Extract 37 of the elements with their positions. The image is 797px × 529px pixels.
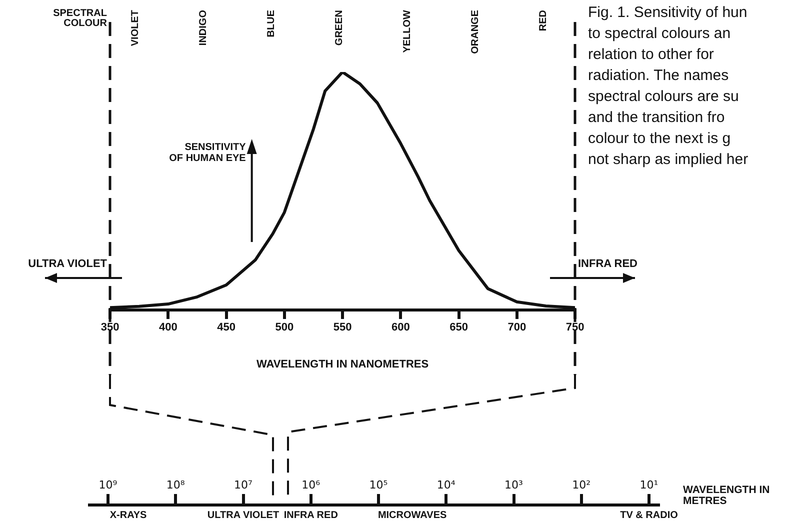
y-axis-title: SENSITIVITY OF HUMAN EYE (169, 142, 246, 164)
category-label: 10⁹ (98, 478, 118, 492)
caption: Fig. 1. Sensitivity of hun to spectral colours an relation to other for radiation. The names spectral colours are su and the transition fro colour to the next is g not sharp as implied her (588, 3, 750, 170)
x-tick-label: 350 (100, 322, 120, 334)
text: ULTRA VIOLET (207, 510, 280, 521)
text: ORANGE (470, 10, 481, 54)
text: YELLOW (402, 9, 413, 53)
category-label: 10³ (504, 478, 523, 492)
category-label: 10⁷ (234, 478, 252, 492)
x-tick-label: 650 (450, 322, 468, 334)
text: INDIGO (198, 10, 209, 46)
text: GREEN (334, 10, 345, 46)
text: WAVELENGTH IN METRES (683, 484, 771, 507)
ref-line-label: ULTRA VIOLET (28, 258, 108, 270)
category-label: 10² (572, 478, 591, 492)
x-tick-label: 550 (333, 322, 352, 334)
text: BLUE (266, 10, 277, 38)
x-tick-label: 450 (217, 322, 236, 334)
text: VIOLET (130, 10, 141, 46)
x-tick-label: 500 (275, 322, 294, 334)
x-tick-label: 700 (508, 322, 526, 334)
category-label: 10¹ (640, 478, 658, 492)
text: RED (538, 10, 549, 32)
text: X-RAYS (110, 510, 148, 521)
category-label: 10⁸ (166, 478, 186, 492)
text: TV & RADIO (620, 510, 678, 521)
text: INFRA RED (284, 510, 338, 521)
x-tick-label: 400 (158, 322, 178, 334)
x-tick-label: 750 (566, 322, 584, 334)
category-label: 10⁵ (369, 478, 388, 492)
x-axis-title: WAVELENGTH IN NANOMETRES (256, 358, 429, 370)
x2-axis-title: SPECTRAL COLOUR (53, 8, 108, 29)
category-label: 10⁴ (436, 478, 456, 492)
text: MICROWAVES (378, 510, 447, 521)
ref-line-label: INFRA RED (578, 258, 638, 270)
x-tick-label: 600 (391, 322, 410, 334)
category-label: 10⁶ (302, 478, 321, 492)
